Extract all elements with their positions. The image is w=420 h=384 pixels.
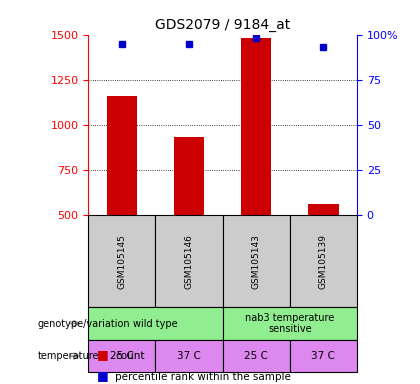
Bar (241, 38, 271, 215)
Text: ■: ■ (97, 348, 108, 361)
Text: 25 C: 25 C (244, 351, 268, 361)
Title: GDS2079 / 9184_at: GDS2079 / 9184_at (155, 18, 290, 32)
Text: 25 C: 25 C (110, 351, 134, 361)
Text: 37 C: 37 C (177, 351, 201, 361)
Text: nab3 temperature
sensitive: nab3 temperature sensitive (245, 313, 334, 334)
Text: wild type: wild type (133, 318, 178, 329)
Text: GSM105145: GSM105145 (117, 234, 126, 288)
Text: GSM105146: GSM105146 (184, 234, 194, 288)
Text: count: count (116, 351, 145, 361)
Bar (308, 204, 339, 215)
Text: ■: ■ (97, 369, 108, 382)
Text: 37 C: 37 C (312, 351, 335, 361)
Text: genotype/variation: genotype/variation (38, 318, 131, 329)
Text: percentile rank within the sample: percentile rank within the sample (116, 372, 291, 382)
Text: temperature: temperature (38, 351, 99, 361)
Text: GSM105143: GSM105143 (252, 234, 261, 288)
Bar (107, 96, 137, 215)
Text: GSM105139: GSM105139 (319, 233, 328, 289)
Bar (174, 137, 204, 215)
